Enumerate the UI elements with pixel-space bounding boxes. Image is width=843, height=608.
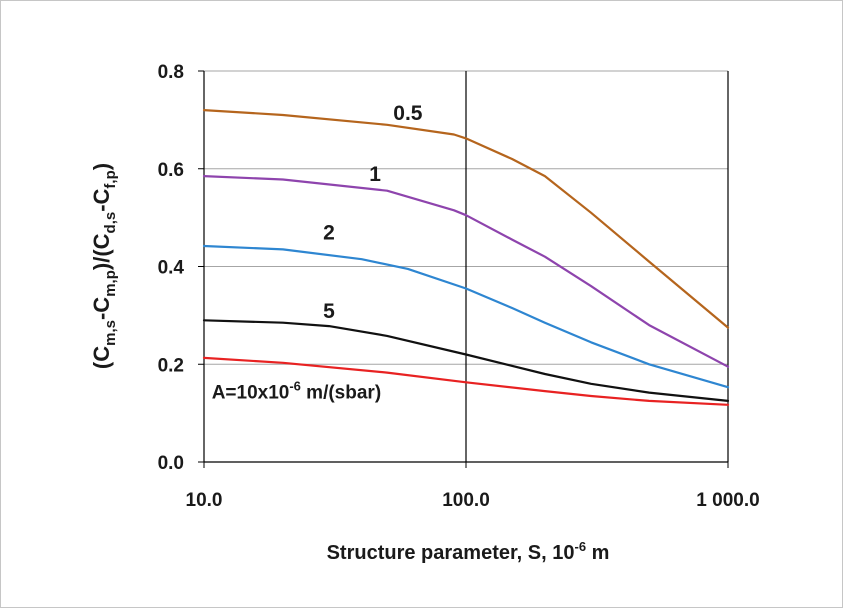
series-line-1	[202, 175, 730, 368]
x-axis-label-sup: -6	[574, 539, 586, 554]
y-axis-label-part: -C	[89, 188, 114, 211]
y-axis-label-sub: m,s	[102, 320, 119, 346]
y-axis-label-sub: f,p	[102, 170, 119, 188]
parameter-annotation-sup: -6	[289, 378, 301, 393]
series-line-2	[202, 244, 730, 389]
x-tick-label: 1 000.0	[696, 490, 759, 511]
axes	[198, 70, 729, 468]
series-labels: 0.5 1 2 5	[323, 102, 423, 323]
y-axis-label-part: )	[89, 163, 114, 170]
series-label: 2	[323, 222, 335, 245]
series-label: 5	[323, 300, 335, 323]
y-tick-label: 0.4	[158, 258, 185, 279]
series-line-5	[202, 319, 730, 402]
tick-labels: 0.0 0.2 0.4 0.6 0.8 10.0 100.0 1 000.0	[158, 62, 760, 511]
x-axis-label: Structure parameter, S, 10-6 m	[327, 539, 610, 564]
y-axis-label-sub: m,p	[102, 270, 119, 297]
x-tick-label: 100.0	[442, 490, 490, 511]
y-axis-label-sub: d,s	[102, 212, 119, 234]
y-tick-label: 0.2	[158, 355, 184, 376]
y-axis-label-part: )/(C	[89, 233, 114, 270]
y-tick-label: 0.0	[158, 453, 184, 474]
x-tick-label: 10.0	[186, 490, 223, 511]
series-lines	[202, 109, 730, 406]
series-label: 1	[369, 163, 381, 186]
y-tick-label: 0.6	[158, 160, 184, 181]
series-line-0-5	[202, 109, 730, 329]
parameter-annotation: A=10x10-6 m/(sbar)	[212, 378, 381, 403]
series-label: 0.5	[393, 102, 423, 125]
series-line-unlabeled	[202, 356, 730, 406]
y-axis-label: (Cm,s-Cm,p)/(Cd,s-Cf,p)	[89, 163, 119, 369]
y-tick-label: 0.8	[158, 62, 184, 83]
y-axis-label-part: -C	[89, 297, 114, 320]
y-axis-label-part: (C	[89, 346, 114, 369]
